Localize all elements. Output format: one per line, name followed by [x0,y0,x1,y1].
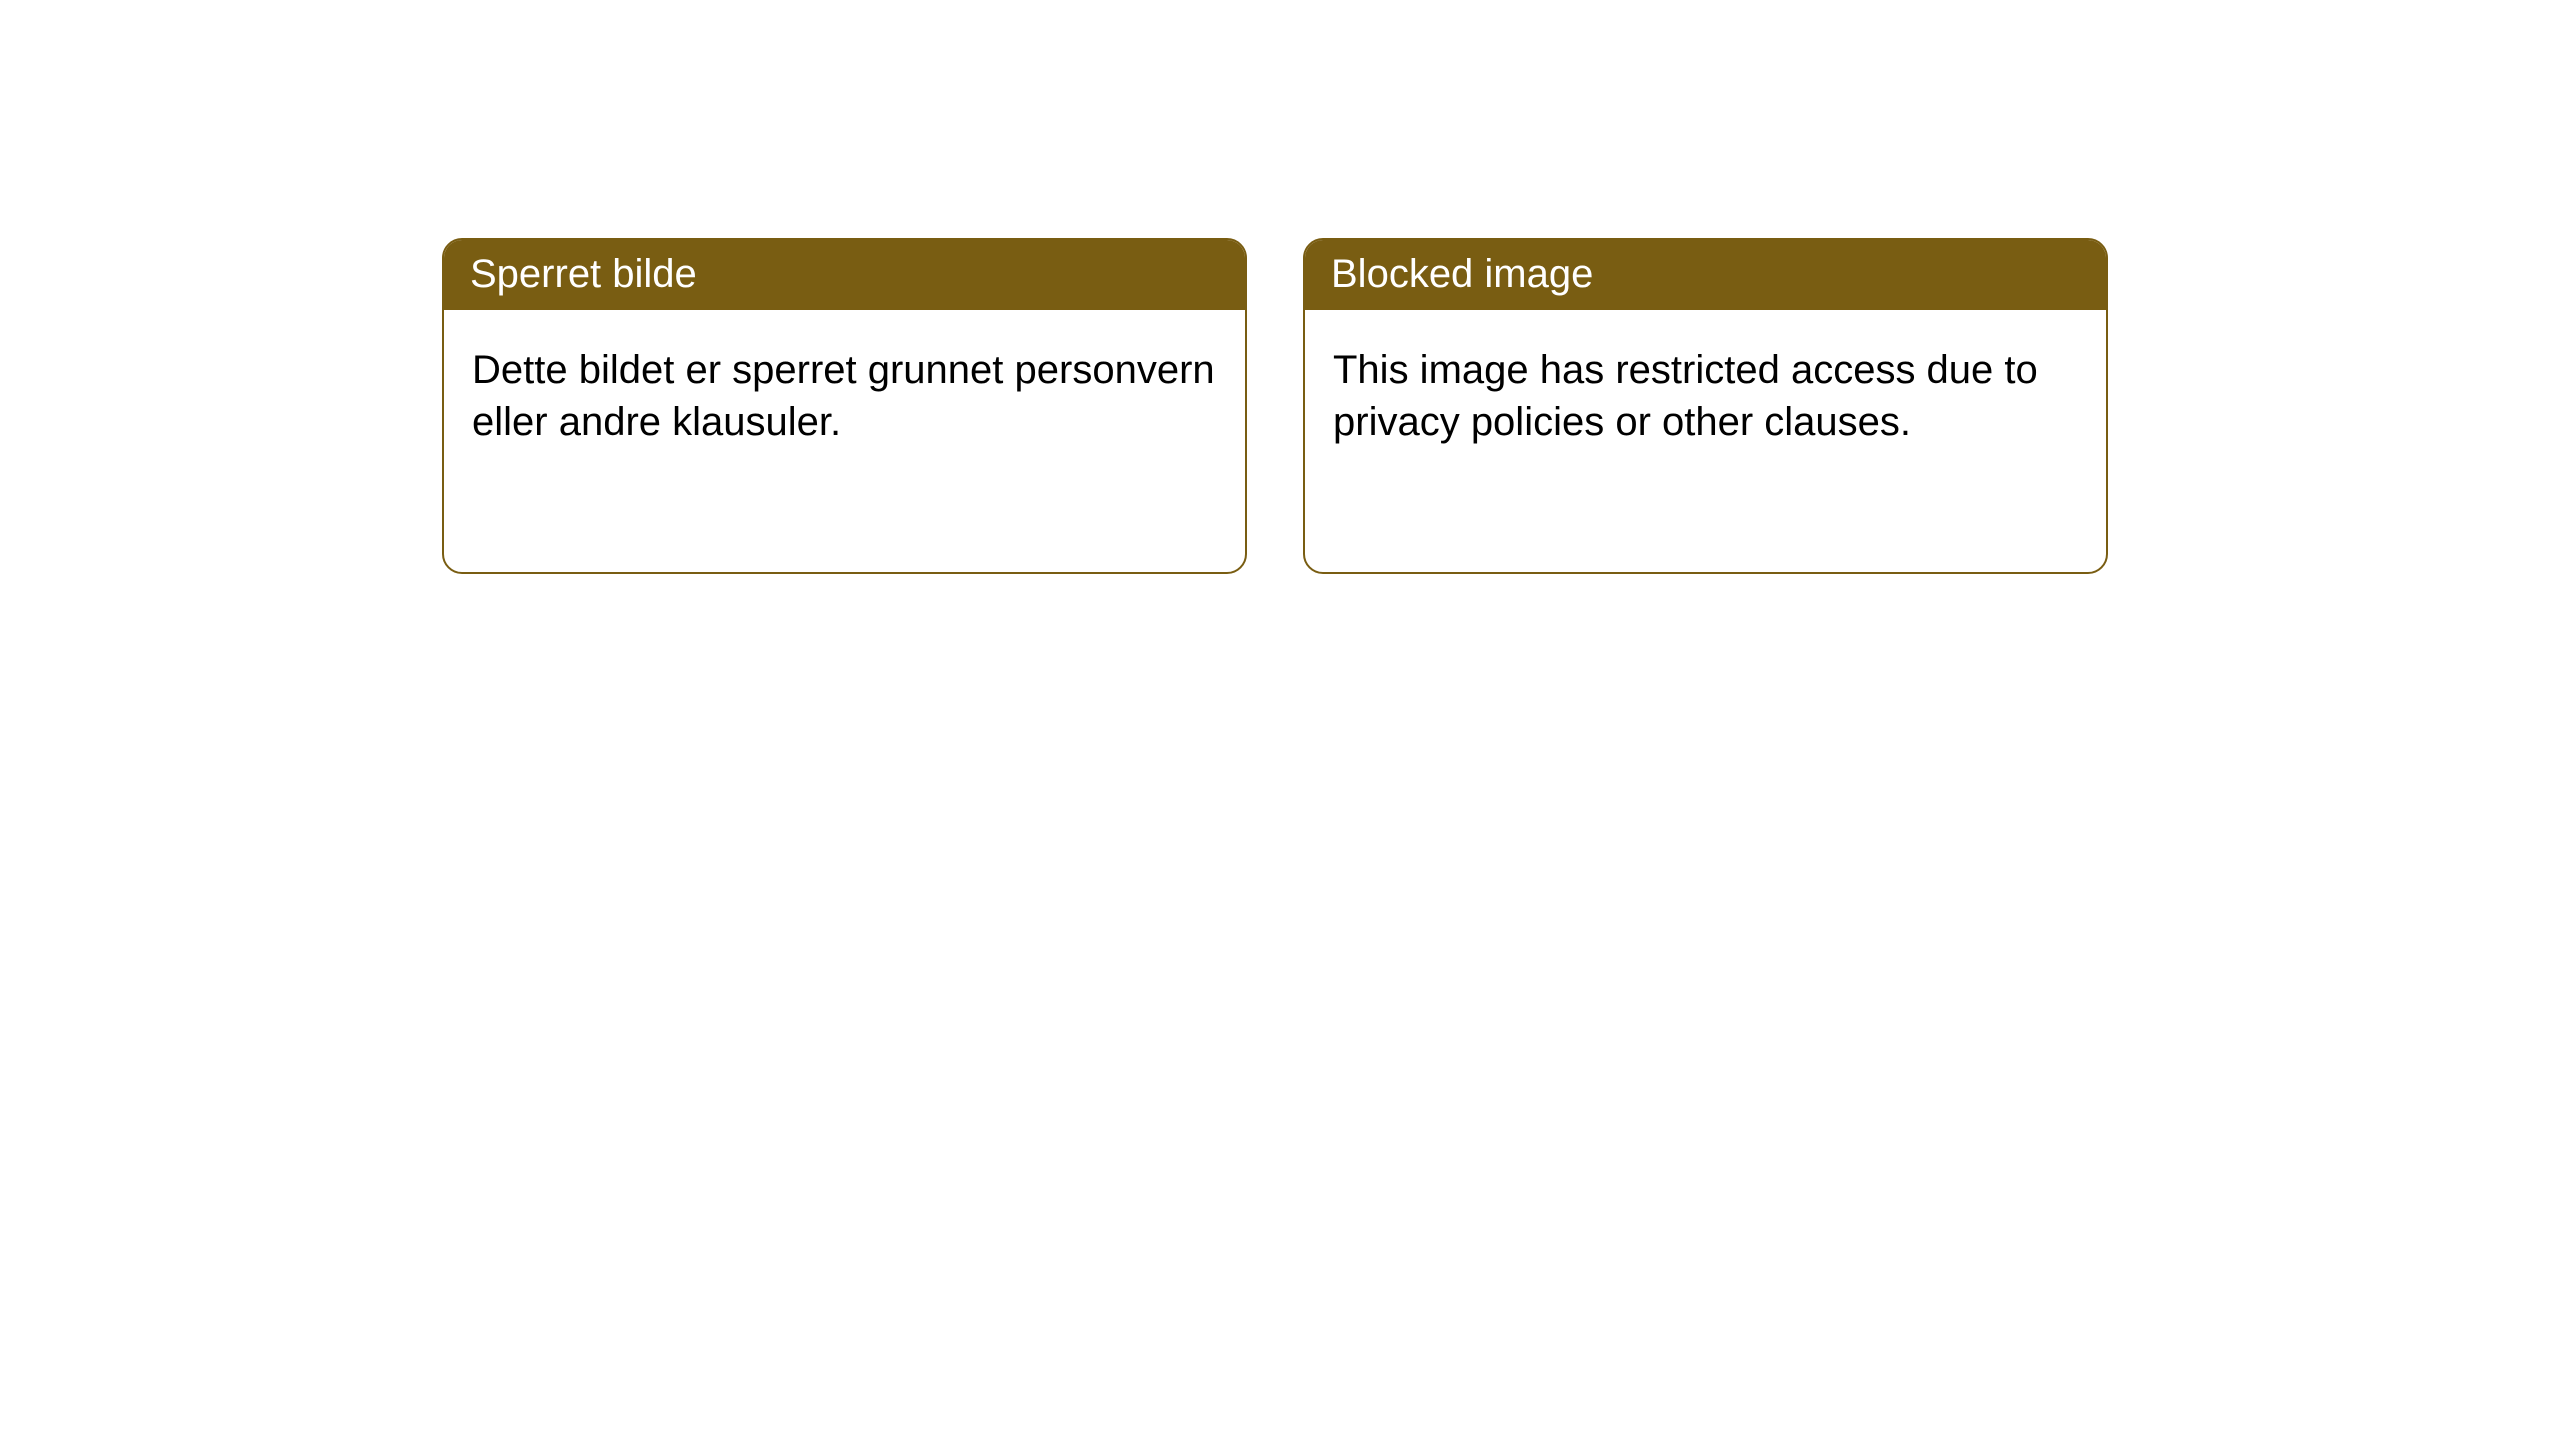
notice-container: Sperret bilde Dette bildet er sperret gr… [0,0,2560,574]
notice-body-text: Dette bildet er sperret grunnet personve… [444,310,1245,476]
notice-title: Blocked image [1305,240,2106,310]
notice-card-english: Blocked image This image has restricted … [1303,238,2108,574]
notice-card-norwegian: Sperret bilde Dette bildet er sperret gr… [442,238,1247,574]
notice-body-text: This image has restricted access due to … [1305,310,2106,476]
notice-title: Sperret bilde [444,240,1245,310]
